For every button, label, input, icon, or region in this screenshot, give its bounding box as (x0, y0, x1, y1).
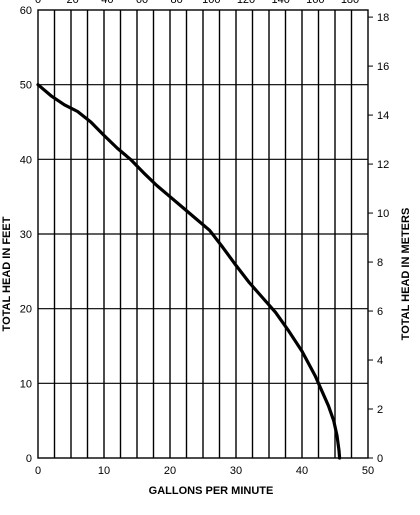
x-tick-label: 30 (230, 465, 242, 477)
y2-tick-label: 12 (377, 159, 389, 171)
x-tick-label: 20 (164, 465, 176, 477)
y-tick-label: 60 (20, 5, 32, 17)
y-tick-label: 10 (20, 378, 32, 390)
y-tick-label: 20 (20, 304, 32, 316)
pump-curve-line (36, 83, 342, 460)
plot-frame (37, 9, 369, 459)
top-tick-label: 100 (202, 0, 220, 6)
y-axis-title: TOTAL HEAD IN FEET (1, 216, 13, 331)
x-tick-label: 50 (362, 465, 374, 477)
top-tick-label: 20 (67, 0, 79, 6)
y2-tick-label: 6 (377, 306, 383, 318)
top-tick-label: 160 (306, 0, 324, 6)
grid-layer (38, 10, 368, 458)
y-tick-label: 30 (20, 229, 32, 241)
y2-axis-title: TOTAL HEAD IN METERS (400, 208, 412, 341)
y2-tick-label: 18 (377, 12, 389, 24)
top-tick-label: 180 (341, 0, 359, 6)
x-tick-label: 0 (35, 465, 41, 477)
y-tick-label: 50 (20, 80, 32, 92)
top-tick-label: 60 (136, 0, 148, 6)
y-tick-label: 40 (20, 154, 32, 166)
y2-tick-label: 2 (377, 404, 383, 416)
y2-tick-label: 10 (377, 208, 389, 220)
top-tick-label: 120 (237, 0, 255, 6)
y2-tick-label: 8 (377, 257, 383, 269)
curve-layer (36, 83, 342, 460)
x-tick-label: 10 (98, 465, 110, 477)
y2-tick-label: 14 (377, 110, 389, 122)
y2-tick-label: 0 (377, 453, 383, 465)
frame-layer (37, 9, 373, 459)
y2-tick-label: 16 (377, 61, 389, 73)
x-tick-label: 40 (296, 465, 308, 477)
x-axis-title: GALLONS PER MINUTE (149, 485, 274, 497)
top-tick-label: 0 (35, 0, 41, 6)
top-tick-label: 140 (271, 0, 289, 6)
top-tick-label: 80 (171, 0, 183, 6)
top-tick-label: 40 (101, 0, 113, 6)
y2-tick-label: 4 (377, 355, 383, 367)
y-tick-label: 0 (26, 453, 32, 465)
